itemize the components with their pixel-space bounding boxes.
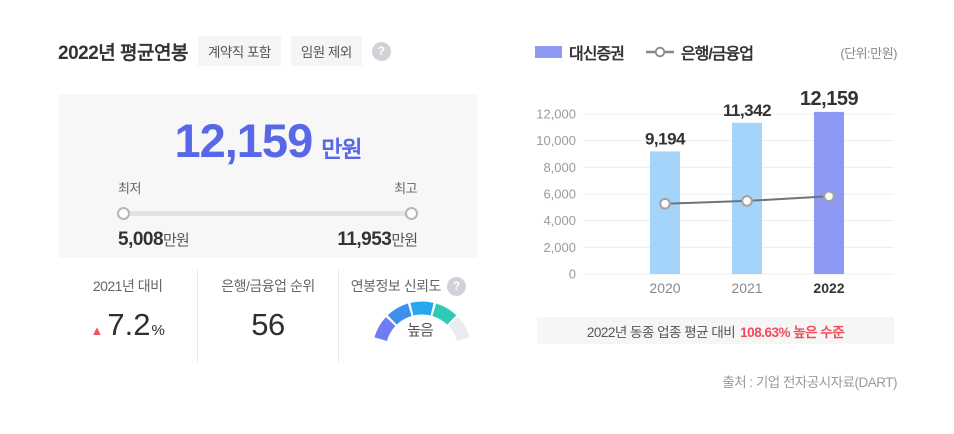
svg-text:2022: 2022 xyxy=(813,280,844,296)
reliability-help-icon[interactable]: ? xyxy=(446,276,466,296)
gauge-label: 높음 xyxy=(407,322,434,339)
header: 2022년 평균연봉 계약직 포함 임원 제외 ? xyxy=(58,36,391,66)
data-source: 출처 : 기업 전자공시자료(DART) xyxy=(722,375,897,390)
salary-range-slider xyxy=(117,207,418,220)
stat-yoy-value: ▲ 7.2 % xyxy=(58,307,197,343)
svg-text:12,159: 12,159 xyxy=(800,88,859,110)
badge-contract-included: 계약직 포함 xyxy=(197,36,281,66)
page-title: 2022년 평균연봉 xyxy=(58,42,188,64)
up-arrow-icon: ▲ xyxy=(90,323,104,338)
badge-executives-excluded: 임원 제외 xyxy=(290,36,362,66)
svg-text:6,000: 6,000 xyxy=(543,187,576,202)
min-label: 최저 xyxy=(118,181,141,196)
reliability-gauge: 높음 xyxy=(372,299,472,356)
max-amount-value: 11,953 xyxy=(337,229,392,250)
yoy-percent-sign: % xyxy=(151,322,165,339)
slider-handle-max[interactable] xyxy=(405,207,418,220)
chart-legend: 대신증권 은행/금융업 (단위:만원) xyxy=(535,40,897,64)
industry-comparison-note: 2022년 동종 업종 평균 대비 108.63% 높은 수준 xyxy=(537,317,894,344)
range-labels: 최저 최고 xyxy=(118,178,417,197)
min-amount: 5,008만원 xyxy=(118,229,190,251)
stat-yoy-label: 2021년 대비 xyxy=(92,278,163,294)
stats-row: 2021년 대비 ▲ 7.2 % 은행/금융업 순위 56 연봉정보 신뢰도 ? xyxy=(58,270,478,362)
svg-text:12,000: 12,000 xyxy=(536,107,576,122)
svg-text:10,000: 10,000 xyxy=(536,133,576,148)
average-salary: 12,159 만원 xyxy=(58,94,478,167)
max-amount: 11,953만원 xyxy=(337,229,418,251)
line-series-marker-icon xyxy=(645,46,674,58)
stat-reliability-label: 연봉정보 신뢰도 ? xyxy=(339,276,478,296)
chart-unit-note: (단위:만원) xyxy=(840,45,897,61)
max-amount-unit: 만원 xyxy=(391,232,418,249)
bar-series-swatch-icon xyxy=(535,46,562,58)
gauge-arc-icon xyxy=(374,301,470,342)
range-values: 5,008만원 11,953만원 xyxy=(118,229,418,251)
stat-rank-value: 56 xyxy=(251,307,285,342)
slider-handle-min[interactable] xyxy=(117,207,130,220)
yoy-number: 7.2 xyxy=(107,307,151,342)
help-icon[interactable]: ? xyxy=(371,41,391,61)
max-label: 최고 xyxy=(394,181,417,196)
svg-text:8,000: 8,000 xyxy=(543,160,576,175)
svg-text:9,194: 9,194 xyxy=(645,129,686,148)
min-amount-unit: 만원 xyxy=(163,232,190,249)
stat-reliability: 연봉정보 신뢰도 ? xyxy=(337,270,478,362)
svg-text:0: 0 xyxy=(569,267,576,282)
slider-track xyxy=(118,211,417,216)
stat-industry-rank: 은행/금융업 순위 56 xyxy=(197,270,337,362)
svg-text:2,000: 2,000 xyxy=(543,240,576,255)
svg-text:2021: 2021 xyxy=(731,280,762,296)
legend-industry: 은행/금융업 xyxy=(680,46,754,63)
average-salary-value: 12,159 xyxy=(174,114,313,167)
legend-company: 대신증권 xyxy=(569,46,625,63)
comparison-prefix: 2022년 동종 업종 평균 대비 xyxy=(586,324,736,340)
average-salary-panel: 12,159 만원 최저 최고 5,008만원 11,953만원 xyxy=(58,94,478,258)
svg-text:4,000: 4,000 xyxy=(543,213,576,228)
comparison-highlight: 108.63% 높은 수준 xyxy=(740,324,845,340)
svg-text:11,342: 11,342 xyxy=(723,101,771,120)
stat-rank-label: 은행/금융업 순위 xyxy=(221,278,315,294)
min-amount-value: 5,008 xyxy=(118,229,164,250)
salary-range: 최저 최고 5,008만원 11,953만원 xyxy=(117,178,418,251)
svg-text:2020: 2020 xyxy=(649,280,680,296)
stat-yoy: 2021년 대비 ▲ 7.2 % xyxy=(58,270,197,362)
reliability-label-text: 연봉정보 신뢰도 xyxy=(350,278,442,294)
salary-bar-chart: 0 2,000 4,000 6,000 8,000 10,000 12,000 9,194 11… xyxy=(536,88,894,296)
average-salary-unit: 만원 xyxy=(321,136,362,162)
